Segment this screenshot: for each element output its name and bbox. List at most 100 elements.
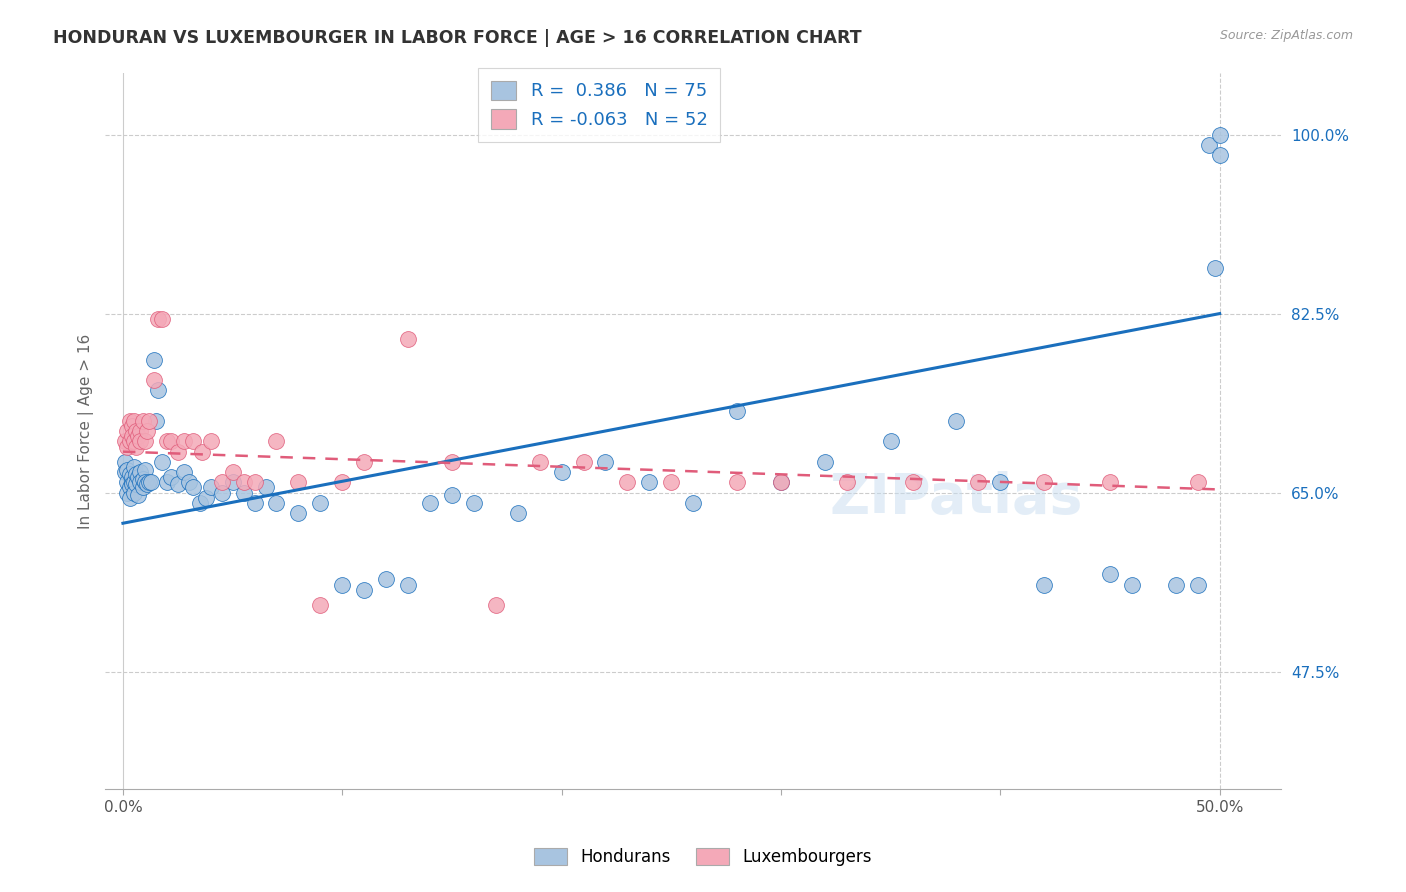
Point (166, 477, 188, 491)
Point (595, 455, 617, 469)
Point (769, 475, 792, 490)
Point (330, 577, 353, 591)
Point (195, 491, 218, 505)
Point (1208, 128, 1230, 142)
Point (136, 424, 159, 438)
Point (901, 475, 924, 490)
Point (138, 475, 160, 490)
Point (1204, 260, 1226, 275)
Point (221, 465, 243, 479)
Point (440, 455, 463, 469)
Point (682, 496, 704, 510)
Point (1187, 577, 1209, 591)
Point (142, 373, 165, 387)
Point (142, 352, 165, 367)
Point (146, 384, 169, 398)
Point (181, 434, 204, 449)
Text: HONDURAN VS LUXEMBOURGER IN LABOR FORCE | AGE > 16 CORRELATION CHART: HONDURAN VS LUXEMBOURGER IN LABOR FORCE … (53, 29, 862, 46)
Point (117, 463, 139, 477)
Point (1187, 475, 1209, 490)
Point (485, 598, 508, 612)
Point (211, 475, 233, 490)
Point (221, 475, 243, 490)
Legend: Hondurans, Luxembourgers: Hondurans, Luxembourgers (527, 841, 879, 873)
Point (232, 475, 254, 490)
Point (396, 577, 419, 591)
Point (396, 332, 419, 346)
Point (835, 475, 858, 490)
Point (529, 455, 551, 469)
Point (141, 475, 163, 490)
Point (117, 440, 139, 454)
Point (122, 475, 145, 490)
Y-axis label: In Labor Force | Age > 16: In Labor Force | Age > 16 (79, 334, 94, 529)
Point (967, 475, 990, 490)
Point (121, 470, 143, 484)
Point (114, 455, 136, 469)
Point (572, 455, 595, 469)
Point (243, 475, 266, 490)
Point (134, 475, 156, 490)
Point (1208, 148, 1230, 162)
Point (127, 487, 149, 501)
Point (146, 311, 169, 326)
Text: ZIPatlas: ZIPatlas (830, 471, 1083, 524)
Point (114, 465, 136, 479)
Point (122, 460, 145, 475)
Point (814, 455, 837, 469)
Point (173, 465, 195, 479)
Point (129, 475, 152, 490)
Point (181, 480, 204, 494)
Point (125, 440, 148, 454)
Point (287, 475, 309, 490)
Point (166, 444, 188, 458)
Point (330, 475, 353, 490)
Point (440, 487, 463, 501)
Point (659, 475, 682, 490)
Point (1198, 137, 1220, 152)
Point (118, 414, 141, 428)
Point (725, 475, 748, 490)
Point (117, 485, 139, 500)
Point (125, 477, 148, 491)
Point (266, 496, 288, 510)
Point (122, 434, 145, 449)
Point (138, 414, 160, 428)
Point (266, 434, 288, 449)
Point (177, 475, 200, 490)
Point (988, 475, 1011, 490)
Point (156, 434, 179, 449)
Point (125, 467, 148, 482)
Point (1098, 567, 1121, 582)
Point (117, 475, 139, 490)
Point (122, 485, 145, 500)
Point (160, 470, 183, 484)
Point (118, 480, 141, 494)
Point (232, 485, 254, 500)
Point (188, 496, 211, 510)
Point (353, 582, 375, 597)
Point (152, 455, 174, 469)
Point (638, 475, 661, 490)
Point (118, 434, 141, 449)
Point (191, 444, 214, 458)
Point (353, 455, 375, 469)
Point (121, 419, 143, 434)
Point (200, 434, 222, 449)
Point (125, 424, 148, 438)
Point (129, 434, 152, 449)
Point (131, 414, 153, 428)
Point (769, 475, 792, 490)
Point (309, 598, 332, 612)
Point (725, 403, 748, 417)
Point (131, 472, 153, 486)
Point (1121, 577, 1143, 591)
Point (156, 475, 179, 490)
Point (1033, 475, 1056, 490)
Point (173, 434, 195, 449)
Point (1098, 475, 1121, 490)
Legend: R =  0.386   N = 75, R = -0.063   N = 52: R = 0.386 N = 75, R = -0.063 N = 52 (478, 68, 720, 142)
Point (121, 475, 143, 490)
Text: Source: ZipAtlas.com: Source: ZipAtlas.com (1219, 29, 1353, 42)
Point (211, 485, 233, 500)
